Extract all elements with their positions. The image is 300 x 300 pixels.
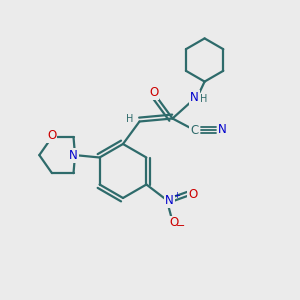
Text: O: O [169, 216, 178, 230]
Text: C: C [190, 124, 198, 137]
Text: N: N [69, 149, 78, 162]
Text: H: H [126, 114, 134, 124]
Text: O: O [188, 188, 197, 201]
Text: +: + [173, 190, 180, 200]
Text: N: N [190, 91, 199, 104]
Text: N: N [165, 194, 174, 208]
Text: −: − [176, 220, 186, 231]
Text: O: O [47, 129, 56, 142]
Text: H: H [200, 94, 208, 104]
Text: N: N [218, 123, 227, 136]
Text: O: O [149, 86, 158, 99]
